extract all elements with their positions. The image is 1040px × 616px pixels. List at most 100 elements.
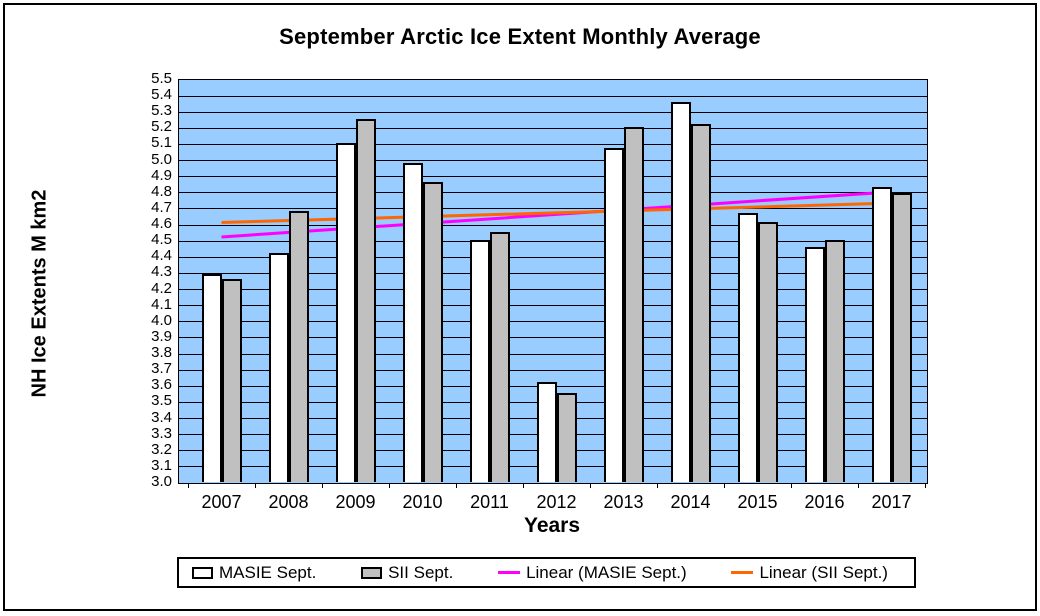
y-tick-label: 4.4 bbox=[151, 247, 172, 265]
axis-tick bbox=[657, 483, 658, 488]
bar-masie-sept-2012 bbox=[536, 382, 557, 482]
gridline bbox=[179, 305, 927, 307]
gridline bbox=[179, 208, 927, 210]
x-tick-label: 2015 bbox=[737, 492, 778, 512]
y-tick-label: 5.1 bbox=[151, 134, 172, 152]
gridline bbox=[179, 240, 927, 242]
x-tick-label: 2011 bbox=[470, 492, 509, 512]
legend-label: SII Sept. bbox=[388, 562, 454, 582]
x-tick-label: 2017 bbox=[871, 492, 912, 512]
x-axis-title: Years bbox=[523, 514, 581, 537]
y-tick-label: 4.3 bbox=[151, 263, 172, 281]
legend-label: Linear (SII Sept.) bbox=[759, 562, 888, 582]
y-tick-label: 3.9 bbox=[151, 327, 172, 345]
axis-tick bbox=[724, 483, 725, 488]
gridline bbox=[179, 337, 927, 339]
axis-tick bbox=[791, 483, 792, 488]
bar-sii-sept-2017 bbox=[891, 193, 912, 482]
y-tick-label: 4.8 bbox=[151, 182, 172, 200]
legend: MASIE Sept. SII Sept. Linear (MASIE Sept.)… bbox=[177, 557, 916, 588]
y-tick-label: 3.8 bbox=[151, 344, 172, 362]
axis-tick bbox=[322, 483, 323, 488]
y-tick-label: 4.2 bbox=[151, 279, 172, 297]
y-tick-label: 4.9 bbox=[151, 166, 172, 184]
bar-masie-sept-2013 bbox=[603, 148, 624, 482]
bar-sii-sept-2013 bbox=[623, 127, 644, 482]
x-tick-label: 2007 bbox=[201, 492, 242, 512]
legend-item: Linear (SII Sept.) bbox=[731, 563, 888, 583]
y-tick-label: 3.6 bbox=[151, 376, 172, 394]
chart-title: September Arctic Ice Extent Monthly Aver… bbox=[279, 24, 761, 49]
y-tick-label: 5.0 bbox=[151, 150, 172, 168]
axis-tick bbox=[590, 483, 591, 488]
bar-masie-sept-2010 bbox=[402, 162, 423, 482]
bar-masie-sept-2011 bbox=[469, 240, 490, 482]
gridline bbox=[179, 192, 927, 194]
bar-sii-sept-2012 bbox=[556, 393, 577, 482]
gridline bbox=[179, 369, 927, 371]
bar-masie-sept-2007 bbox=[201, 274, 222, 482]
y-tick-label: 5.4 bbox=[151, 86, 172, 104]
bar-masie-sept-2016 bbox=[804, 246, 825, 482]
bar-masie-sept-2015 bbox=[737, 212, 758, 482]
trendline-linear-sii-sept bbox=[221, 201, 892, 224]
bar-sii-sept-2009 bbox=[355, 119, 376, 482]
bar-sii-sept-2007 bbox=[221, 278, 242, 482]
x-tick-label: 2012 bbox=[536, 492, 577, 512]
x-tick-label: 2008 bbox=[268, 492, 309, 512]
gridline bbox=[179, 176, 927, 178]
bar-sii-sept-2008 bbox=[288, 211, 309, 482]
y-tick-label: 3.1 bbox=[151, 456, 172, 474]
y-tick-label: 4.5 bbox=[151, 231, 172, 249]
x-tick-label: 2014 bbox=[670, 492, 711, 512]
legend-item: MASIE Sept. bbox=[192, 563, 316, 583]
axis-tick bbox=[188, 483, 189, 488]
axis-tick bbox=[389, 483, 390, 488]
bar-masie-sept-2017 bbox=[871, 187, 892, 482]
trendline-linear-masie-sept bbox=[221, 190, 892, 239]
y-tick-label: 3.4 bbox=[151, 408, 172, 426]
axis-tick bbox=[456, 483, 457, 488]
x-tick-label: 2009 bbox=[335, 492, 376, 512]
bar-masie-sept-2014 bbox=[670, 101, 691, 482]
y-tick-label: 4.6 bbox=[151, 215, 172, 233]
y-tick-label: 5.5 bbox=[151, 70, 172, 87]
gridline bbox=[179, 353, 927, 355]
axis-tick bbox=[523, 483, 524, 488]
legend-swatch-icon bbox=[192, 566, 213, 579]
gridline bbox=[179, 272, 927, 274]
x-tick-label: 2013 bbox=[603, 492, 644, 512]
legend-swatch-icon bbox=[361, 566, 383, 579]
legend-label: Linear (MASIE Sept.) bbox=[526, 562, 687, 582]
y-tick-label: 3.0 bbox=[151, 473, 172, 490]
y-tick-label: 4.0 bbox=[151, 311, 172, 329]
bar-masie-sept-2009 bbox=[335, 143, 356, 482]
gridline bbox=[179, 256, 927, 258]
gridline bbox=[179, 95, 927, 97]
gridline bbox=[179, 111, 927, 113]
axis-tick bbox=[255, 483, 256, 488]
gridline bbox=[179, 224, 927, 226]
legend-label: MASIE Sept. bbox=[219, 562, 317, 582]
y-tick-label: 4.1 bbox=[151, 295, 172, 313]
gridline bbox=[179, 321, 927, 323]
gridline bbox=[179, 289, 927, 291]
axis-tick bbox=[858, 483, 859, 488]
gridline bbox=[179, 160, 927, 162]
y-tick-label: 5.2 bbox=[151, 118, 172, 136]
y-tick-label: 3.5 bbox=[151, 392, 172, 410]
bar-masie-sept-2008 bbox=[268, 253, 289, 482]
y-tick-label: 3.2 bbox=[151, 440, 172, 458]
y-tick-label: 3.7 bbox=[151, 360, 172, 378]
y-tick-label: 3.3 bbox=[151, 424, 172, 442]
legend-line-icon bbox=[731, 571, 754, 574]
bar-sii-sept-2016 bbox=[824, 240, 845, 482]
bar-sii-sept-2011 bbox=[489, 232, 510, 482]
x-tick-label: 2010 bbox=[402, 492, 443, 512]
axis-tick bbox=[925, 483, 926, 488]
y-tick-label: 4.7 bbox=[151, 198, 172, 216]
legend-item: Linear (MASIE Sept.) bbox=[498, 563, 687, 583]
bar-sii-sept-2010 bbox=[422, 182, 443, 482]
